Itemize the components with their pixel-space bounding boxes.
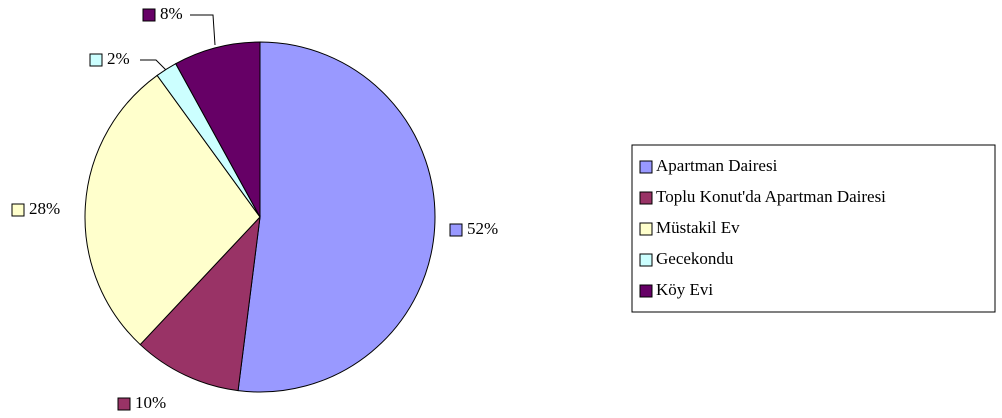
- legend-swatch: [639, 191, 653, 205]
- legend-swatch: [639, 160, 653, 174]
- legend-label: Toplu Konut'da Apartman Dairesi: [656, 187, 886, 206]
- pie-slice: [84, 74, 261, 346]
- legend-swatch: [639, 284, 653, 298]
- label-swatch: [89, 53, 103, 67]
- data-label: 2%: [107, 49, 130, 68]
- legend-label: Gecekondu: [656, 249, 734, 268]
- data-label: 52%: [467, 219, 498, 238]
- data-label: 8%: [160, 4, 183, 23]
- legend-label: Müstakil Ev: [656, 218, 740, 237]
- legend-label: Köy Evi: [656, 280, 713, 299]
- legend-swatch: [639, 222, 653, 236]
- label-swatch: [117, 397, 131, 411]
- label-swatch: [11, 203, 25, 217]
- pie-slice: [237, 41, 436, 393]
- leader-line: [140, 59, 169, 73]
- legend-label: Apartman Dairesi: [656, 156, 778, 175]
- legend-box: [631, 144, 996, 313]
- legend-swatch: [639, 253, 653, 267]
- data-label: 10%: [135, 393, 166, 412]
- data-label: 28%: [29, 199, 60, 218]
- label-swatch: [142, 8, 156, 22]
- pie-slice: [139, 215, 261, 392]
- leader-line: [190, 14, 216, 46]
- pie-slice: [175, 41, 261, 218]
- label-swatch: [449, 223, 463, 237]
